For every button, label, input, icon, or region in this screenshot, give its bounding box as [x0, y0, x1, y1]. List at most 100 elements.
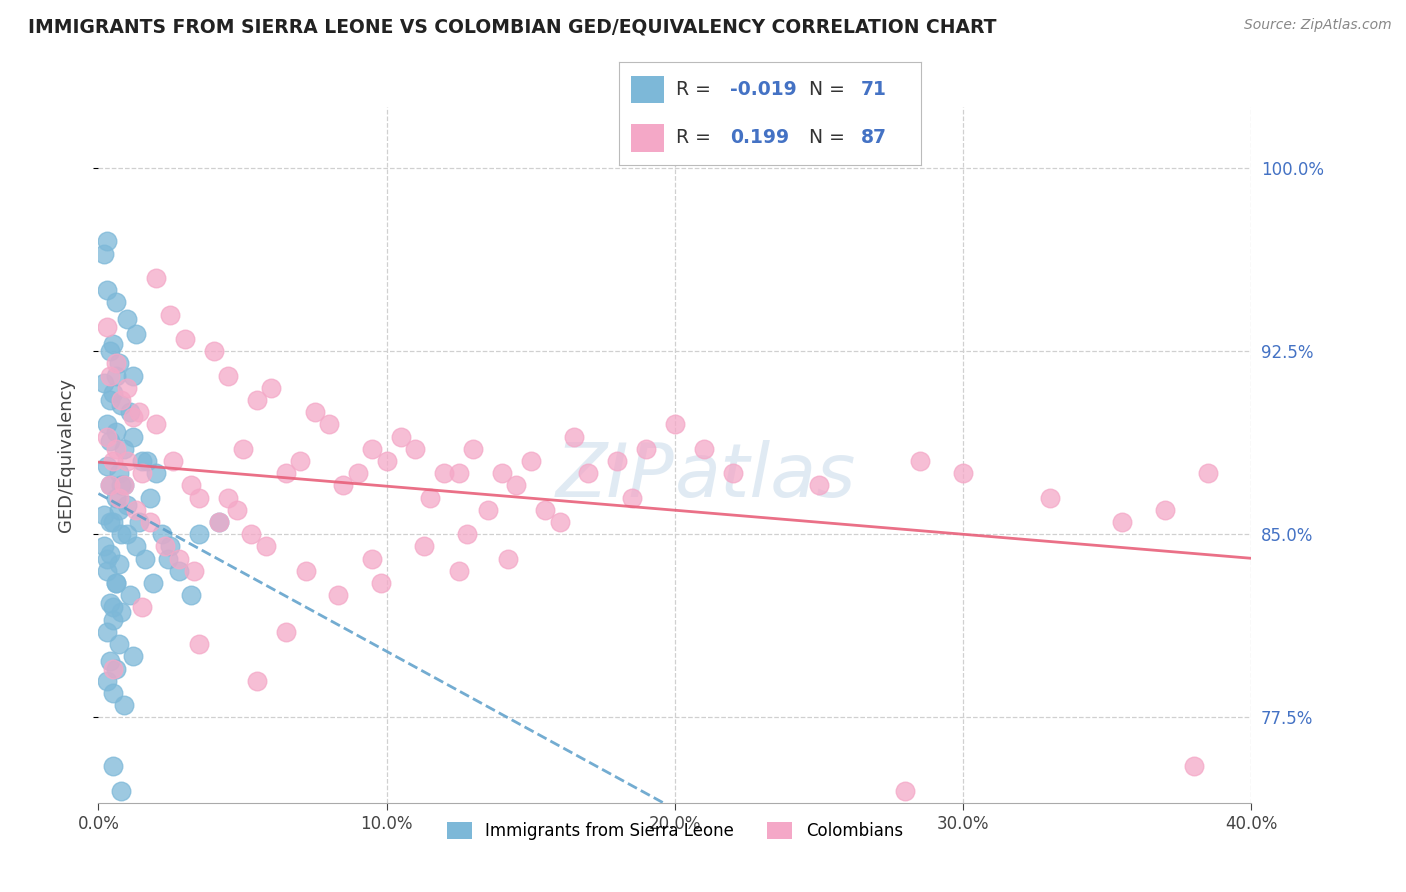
Point	[93, 376, 115, 390]
Point	[274, 467, 297, 481]
Point	[505, 478, 527, 492]
Point	[104, 442, 127, 456]
Point	[1039, 491, 1062, 505]
Point	[562, 429, 585, 443]
Text: IMMIGRANTS FROM SIERRA LEONE VS COLOMBIAN GED/EQUIVALENCY CORRELATION CHART: IMMIGRANTS FROM SIERRA LEONE VS COLOMBIA…	[28, 18, 997, 37]
Point	[174, 332, 197, 346]
Point	[122, 429, 145, 443]
Text: ZIP: ZIP	[557, 440, 675, 512]
Point	[104, 368, 127, 383]
Point	[188, 491, 211, 505]
Point	[107, 557, 129, 571]
Point	[693, 442, 716, 456]
Point	[808, 478, 831, 492]
Point	[534, 503, 557, 517]
Legend: Immigrants from Sierra Leone, Colombians: Immigrants from Sierra Leone, Colombians	[440, 815, 910, 847]
Text: -0.019: -0.019	[731, 79, 797, 99]
Point	[107, 491, 129, 505]
Point	[361, 442, 384, 456]
Point	[952, 467, 974, 481]
Point	[290, 454, 312, 468]
Point	[894, 783, 917, 797]
Point	[254, 540, 277, 554]
Point	[101, 600, 124, 615]
Point	[1154, 503, 1177, 517]
Point	[145, 271, 167, 285]
Point	[405, 442, 427, 456]
Point	[188, 637, 211, 651]
Point	[112, 442, 135, 456]
Point	[150, 527, 173, 541]
Point	[122, 649, 145, 664]
Point	[361, 551, 384, 566]
Point	[636, 442, 658, 456]
Point	[1182, 759, 1205, 773]
Text: N =: N =	[808, 128, 851, 147]
Point	[93, 246, 115, 260]
Point	[104, 661, 127, 675]
Point	[318, 417, 340, 432]
Point	[447, 564, 470, 578]
Text: N =: N =	[808, 79, 851, 99]
Point	[231, 442, 254, 456]
Point	[142, 576, 165, 591]
Point	[246, 673, 269, 688]
Point	[274, 624, 297, 639]
Point	[180, 478, 202, 492]
Point	[125, 540, 148, 554]
Point	[98, 344, 121, 359]
Point	[1197, 467, 1219, 481]
Point	[128, 405, 150, 419]
Point	[120, 405, 142, 419]
Point	[96, 429, 118, 443]
Point	[101, 759, 124, 773]
Point	[183, 564, 205, 578]
Point	[98, 392, 121, 407]
Point	[225, 503, 247, 517]
Text: atlas: atlas	[675, 440, 856, 512]
Point	[167, 551, 190, 566]
Point	[202, 344, 225, 359]
Point	[180, 588, 202, 602]
Point	[110, 527, 132, 541]
Point	[107, 356, 129, 370]
Point	[304, 405, 326, 419]
Point	[125, 327, 148, 342]
Point	[548, 515, 571, 529]
Point	[98, 368, 121, 383]
Point	[413, 540, 436, 554]
Y-axis label: GED/Equivalency: GED/Equivalency	[56, 378, 75, 532]
Text: 71: 71	[860, 79, 886, 99]
Point	[96, 551, 118, 566]
Point	[153, 540, 176, 554]
Point	[167, 564, 190, 578]
Point	[101, 336, 124, 351]
Point	[96, 458, 118, 473]
Point	[101, 454, 124, 468]
Point	[104, 576, 127, 591]
Point	[96, 624, 118, 639]
Point	[370, 576, 392, 591]
Point	[606, 454, 628, 468]
Point	[389, 429, 412, 443]
Point	[620, 491, 643, 505]
Point	[110, 606, 132, 620]
Point	[101, 686, 124, 700]
Point	[117, 312, 139, 326]
Point	[112, 478, 135, 492]
Point	[477, 503, 499, 517]
Point	[96, 235, 118, 249]
Point	[139, 515, 162, 529]
Point	[136, 454, 159, 468]
Point	[96, 417, 118, 432]
Point	[128, 515, 150, 529]
Text: Source: ZipAtlas.com: Source: ZipAtlas.com	[1244, 18, 1392, 32]
Point	[295, 564, 318, 578]
Point	[110, 783, 132, 797]
Point	[110, 392, 132, 407]
Point	[104, 576, 127, 591]
Point	[101, 385, 124, 400]
Point	[98, 654, 121, 668]
Point	[117, 454, 139, 468]
Point	[145, 467, 167, 481]
